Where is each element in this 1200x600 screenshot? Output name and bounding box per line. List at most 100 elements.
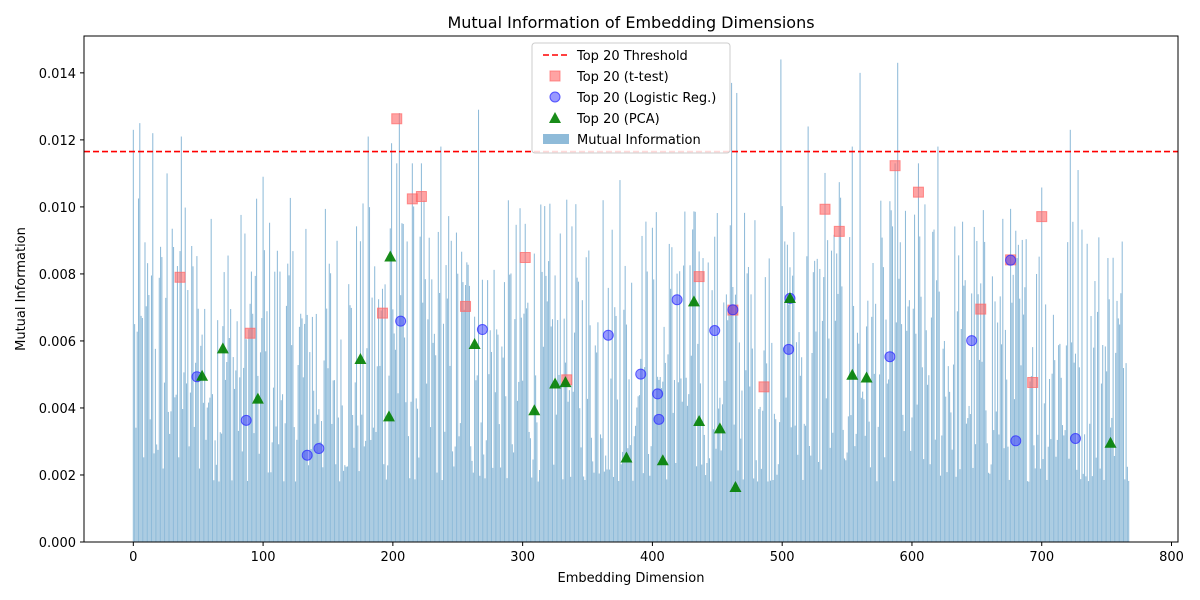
bar [629, 445, 631, 542]
bar [806, 256, 808, 542]
y-tick-label: 0.010 [39, 201, 76, 216]
bar [509, 274, 511, 542]
pca-marker [620, 451, 633, 463]
bar [585, 257, 587, 542]
bar [426, 383, 428, 542]
bar [413, 206, 415, 543]
bar [947, 366, 949, 542]
bar [526, 308, 528, 542]
bar [250, 271, 252, 542]
bar [995, 411, 997, 542]
bar [755, 460, 757, 542]
bar [744, 212, 746, 542]
bar [532, 459, 534, 542]
bar [837, 293, 839, 542]
bar [265, 351, 267, 542]
bar [271, 442, 273, 542]
bar [694, 211, 696, 542]
bar [343, 470, 345, 542]
bar [795, 342, 797, 542]
bar [481, 279, 483, 542]
bar [145, 306, 147, 542]
bar [192, 266, 194, 542]
bar [276, 250, 278, 542]
bar [289, 197, 291, 543]
bar [1087, 481, 1089, 542]
bar [414, 479, 416, 542]
bar [719, 397, 721, 542]
bar [1003, 448, 1005, 542]
bar [394, 349, 396, 542]
bar [162, 468, 164, 542]
bar [891, 226, 894, 542]
bar [946, 472, 948, 542]
bar [850, 415, 852, 542]
legend-label: Top 20 Threshold [576, 49, 688, 64]
bar [302, 377, 304, 542]
bar [991, 276, 993, 542]
bar [553, 464, 555, 542]
bar [615, 315, 617, 542]
bar [1059, 343, 1061, 542]
bar [209, 397, 211, 542]
bar [572, 391, 574, 542]
bar [981, 361, 983, 542]
legend-bar-swatch [543, 134, 569, 144]
bar [307, 465, 310, 542]
bar [1120, 293, 1122, 542]
bar [272, 387, 274, 542]
bar [221, 433, 223, 542]
bar [962, 221, 964, 542]
bar [860, 397, 862, 542]
bar [648, 454, 650, 542]
pca-marker [468, 337, 481, 349]
bar [969, 414, 971, 542]
bar [950, 412, 952, 542]
bar [1058, 345, 1060, 542]
bar [938, 291, 940, 542]
bar [227, 255, 229, 543]
bar [710, 481, 712, 542]
bar [385, 479, 387, 542]
bar [304, 323, 306, 542]
bar [927, 384, 929, 542]
bar [301, 318, 303, 542]
bar [750, 294, 752, 542]
bar [357, 425, 359, 542]
bar [419, 236, 421, 542]
bar [506, 478, 508, 542]
x-tick-label: 800 [1159, 550, 1184, 565]
bar [975, 444, 977, 542]
bar [841, 286, 843, 542]
bar [784, 241, 786, 542]
bar [577, 281, 579, 542]
bar [741, 390, 743, 542]
bar [768, 258, 770, 542]
bar [1029, 381, 1031, 542]
bar [498, 424, 500, 542]
bar [1002, 218, 1004, 542]
bar [997, 322, 999, 542]
markers-group [174, 113, 1117, 493]
bar [305, 228, 307, 542]
bar [287, 263, 289, 542]
ttest-marker [406, 193, 418, 205]
y-tick-label: 0.006 [39, 335, 76, 350]
bar [820, 469, 822, 542]
bar [228, 338, 230, 542]
bar [518, 381, 520, 542]
bar [911, 417, 913, 542]
bar [202, 402, 204, 542]
pca-marker [693, 415, 706, 427]
bar [1085, 476, 1087, 542]
bar [444, 431, 446, 542]
bar [174, 397, 176, 542]
bar [269, 222, 271, 543]
bar [1046, 479, 1048, 542]
bar [867, 300, 869, 542]
bar [619, 180, 621, 542]
bar [776, 474, 778, 542]
bar [401, 223, 403, 542]
bar [516, 400, 518, 542]
legend-marker-swatch [549, 91, 561, 103]
